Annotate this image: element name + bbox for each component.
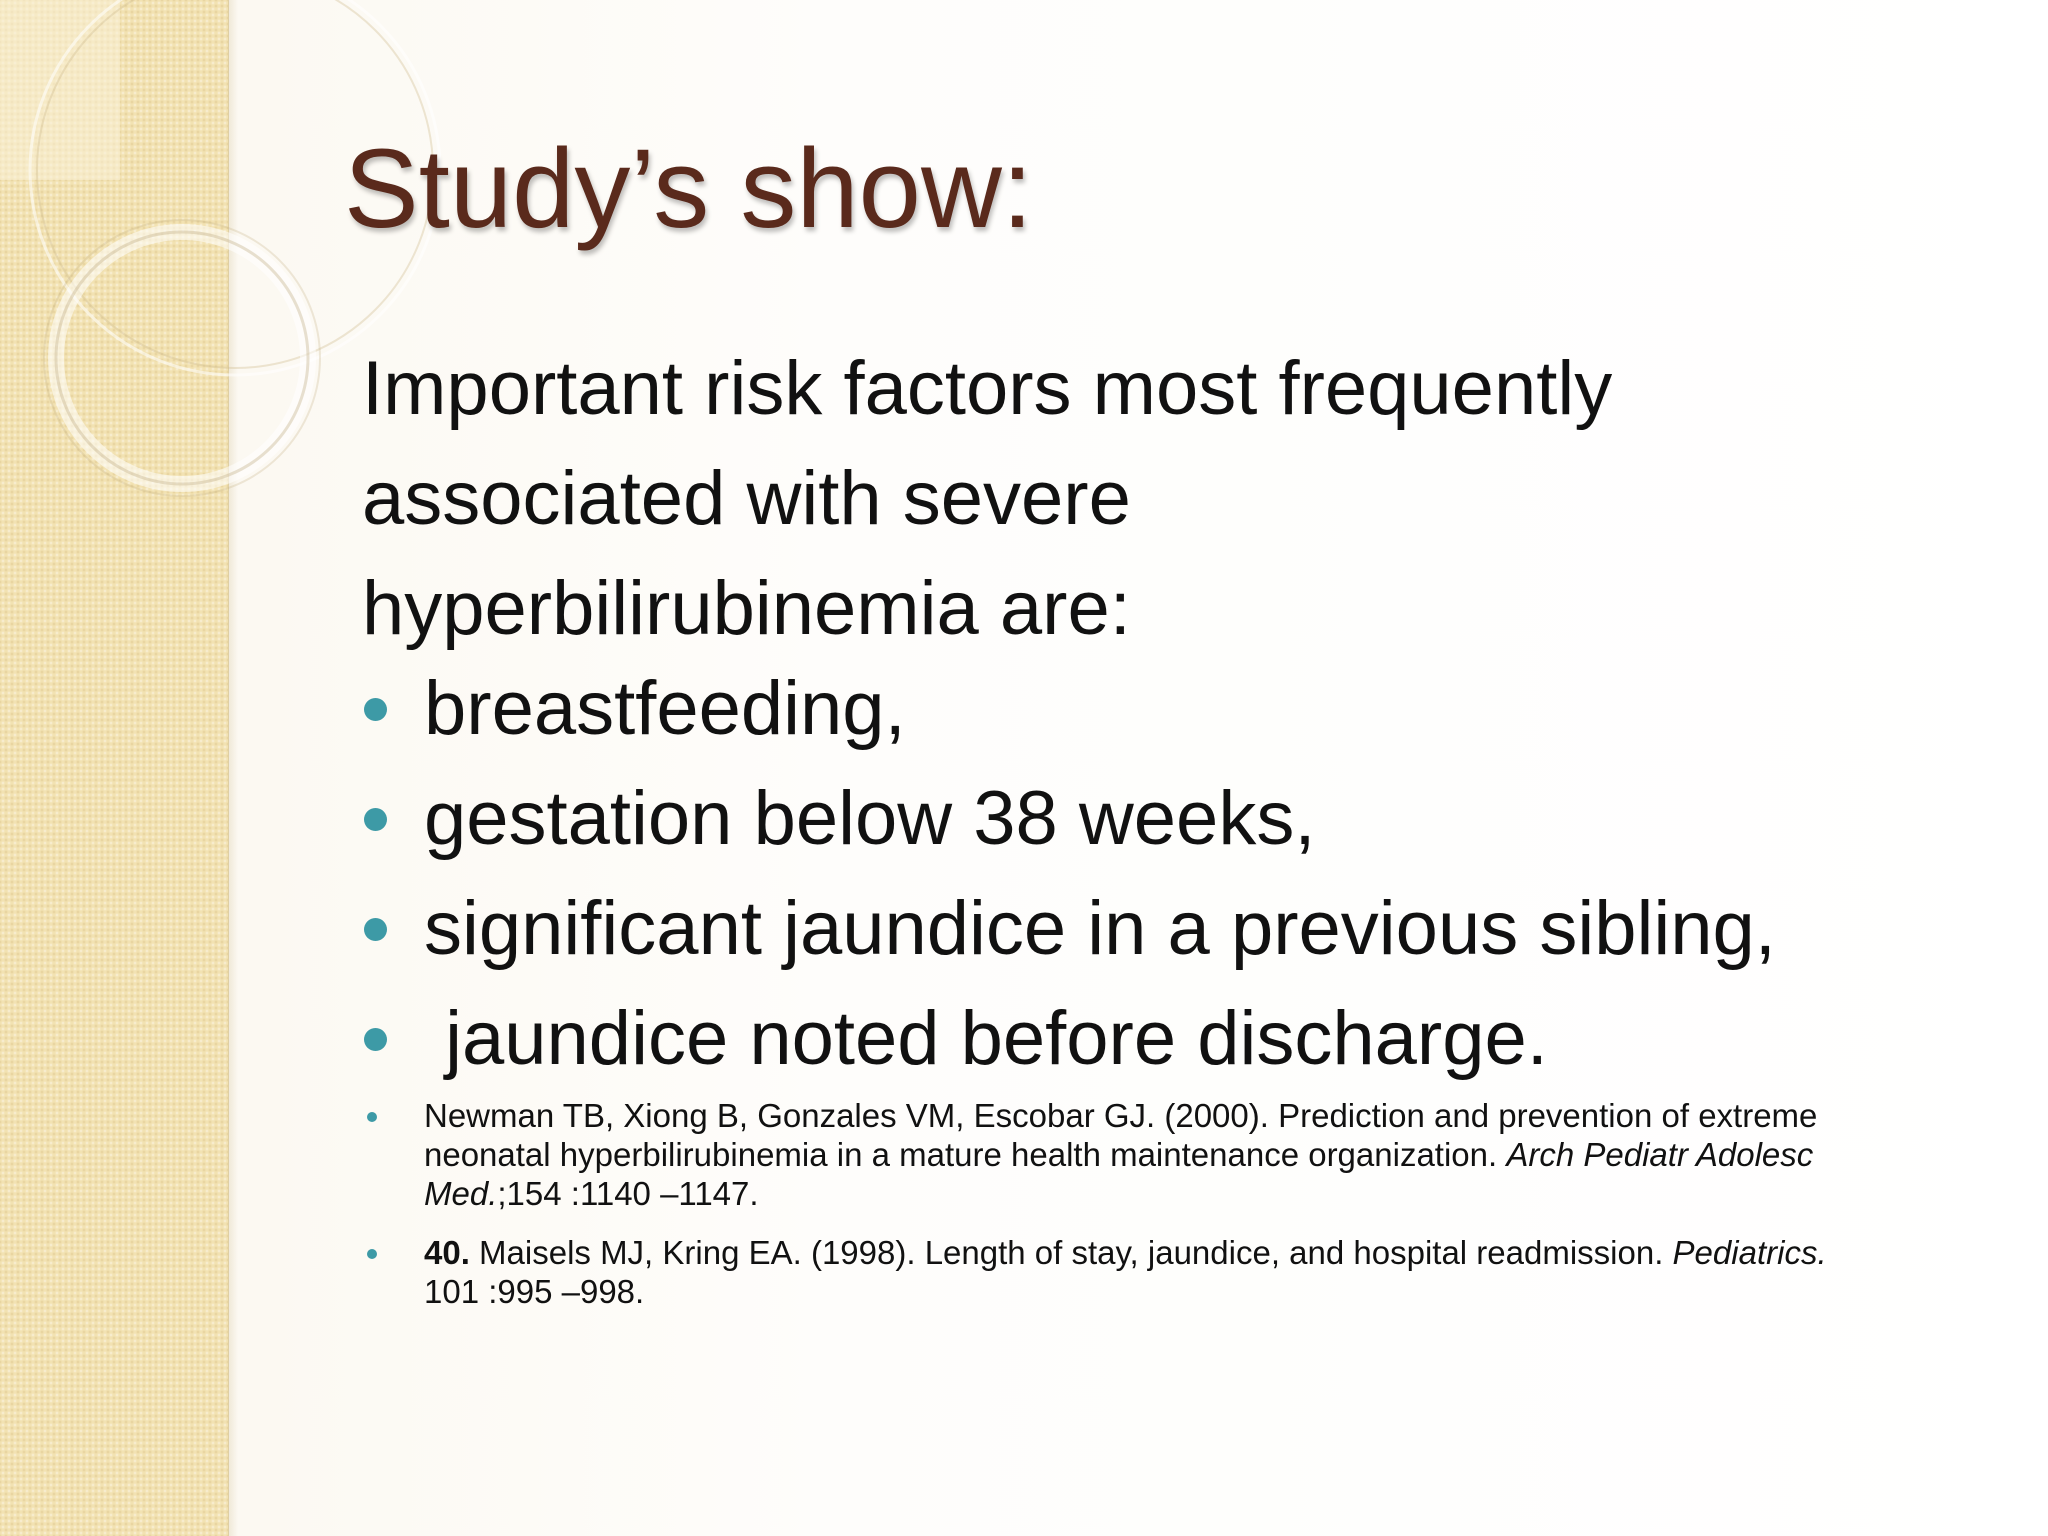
reference-authors: Newman TB, Xiong B, Gonzales VM, Escobar… <box>424 1097 1818 1173</box>
decorative-rings-icon <box>0 0 442 497</box>
risk-factor-item: gestation below 38 weeks, <box>362 764 1776 874</box>
bullet-icon <box>364 698 387 721</box>
bullet-icon <box>367 1249 377 1259</box>
risk-factor-list: breastfeeding, gestation below 38 weeks,… <box>362 654 1776 1094</box>
intro-line: hyperbilirubinemia are: <box>362 566 1131 651</box>
intro-line: associated with severe <box>362 456 1131 541</box>
risk-factor-text: gestation below 38 weeks, <box>424 776 1316 861</box>
risk-factor-text: jaundice noted before discharge. <box>424 996 1548 1081</box>
intro-text: Important risk factors most frequently a… <box>362 334 1962 664</box>
slide-title: Study’s show: <box>344 126 1033 251</box>
risk-factor-item: jaundice noted before discharge. <box>362 984 1776 1094</box>
reference-number: 40. <box>424 1234 470 1271</box>
risk-factor-text: breastfeeding, <box>424 666 906 751</box>
reference-list: Newman TB, Xiong B, Gonzales VM, Escobar… <box>362 1096 1882 1331</box>
bullet-icon <box>364 1028 387 1051</box>
risk-factor-text: significant jaundice in a previous sibli… <box>424 886 1776 971</box>
intro-line: Important risk factors most frequently <box>362 346 1613 431</box>
bullet-icon <box>367 1112 377 1122</box>
reference-journal: Pediatrics. <box>1672 1234 1827 1271</box>
reference-journal: Arch Pediatr Adolesc Med. <box>424 1136 1814 1212</box>
risk-factor-item: breastfeeding, <box>362 654 1776 764</box>
reference-details: 101 :995 –998. <box>424 1273 645 1310</box>
side-band-shadow <box>228 0 238 1536</box>
reference-details: ;154 :1140 –1147. <box>497 1175 759 1212</box>
risk-factor-item: significant jaundice in a previous sibli… <box>362 874 1776 984</box>
reference-authors: Maisels MJ, Kring EA. (1998). Length of … <box>469 1234 1673 1271</box>
bullet-icon <box>364 808 387 831</box>
reference-item: 40. Maisels MJ, Kring EA. (1998). Length… <box>362 1233 1882 1311</box>
bullet-icon <box>364 918 387 941</box>
reference-item: Newman TB, Xiong B, Gonzales VM, Escobar… <box>362 1096 1882 1213</box>
